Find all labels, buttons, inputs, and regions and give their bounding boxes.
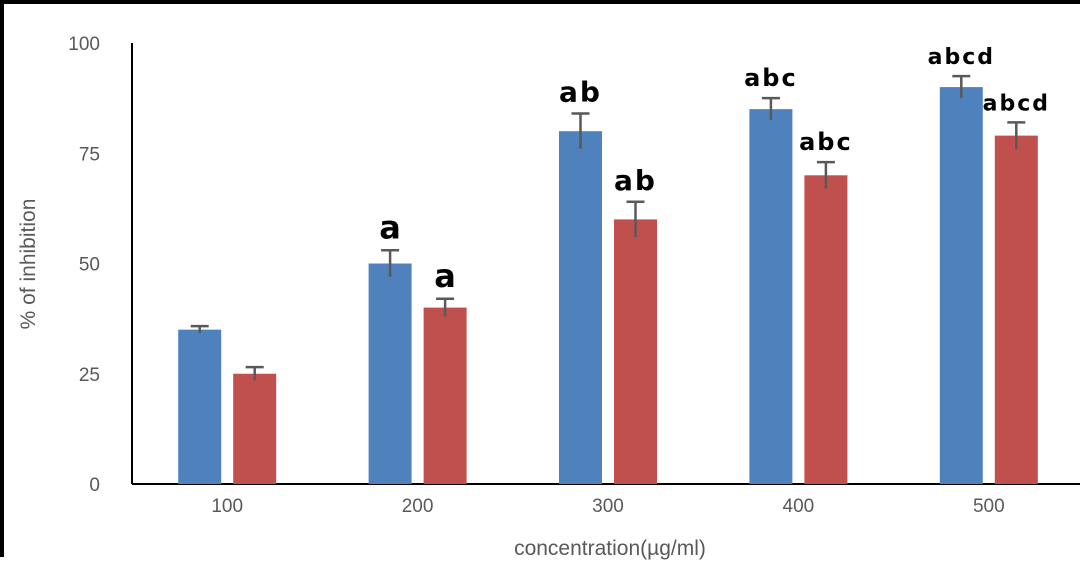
significance-label: abcd xyxy=(983,91,1050,116)
y-tick-label: 100 xyxy=(68,34,100,55)
bar xyxy=(614,219,657,484)
bar xyxy=(804,175,848,485)
x-tick-label: 200 xyxy=(402,496,434,517)
significance-label: abcd xyxy=(928,45,995,70)
bar xyxy=(178,329,222,484)
significance-label: ab xyxy=(559,76,602,109)
bar xyxy=(749,109,793,485)
x-tick-label: 500 xyxy=(973,496,1005,517)
y-tick-label: 25 xyxy=(79,365,100,386)
x-tick-label: 100 xyxy=(211,496,243,517)
y-tick-label: 75 xyxy=(79,144,100,165)
y-axis-title: % of inhibition xyxy=(17,199,40,330)
significance-label: a xyxy=(379,208,401,246)
significance-label: ab xyxy=(614,164,657,197)
bar xyxy=(559,131,602,484)
bar-chart: 0 25 50 75 100 100 200 300 400 500 concentration(µ… xyxy=(17,34,1080,560)
significance-label: a xyxy=(434,257,456,295)
bar xyxy=(939,87,983,484)
x-axis-title: concentration(µg/ml) xyxy=(514,537,706,560)
significance-label: abc xyxy=(799,128,853,156)
bar xyxy=(368,263,412,484)
y-tick-label: 0 xyxy=(89,475,100,496)
x-tick-label: 300 xyxy=(592,496,624,517)
significance-label: abc xyxy=(744,64,798,92)
x-tick-label: 400 xyxy=(783,496,815,517)
bar xyxy=(233,373,277,484)
bar xyxy=(423,307,467,484)
y-tick-label: 50 xyxy=(79,255,100,276)
bar xyxy=(994,135,1038,485)
